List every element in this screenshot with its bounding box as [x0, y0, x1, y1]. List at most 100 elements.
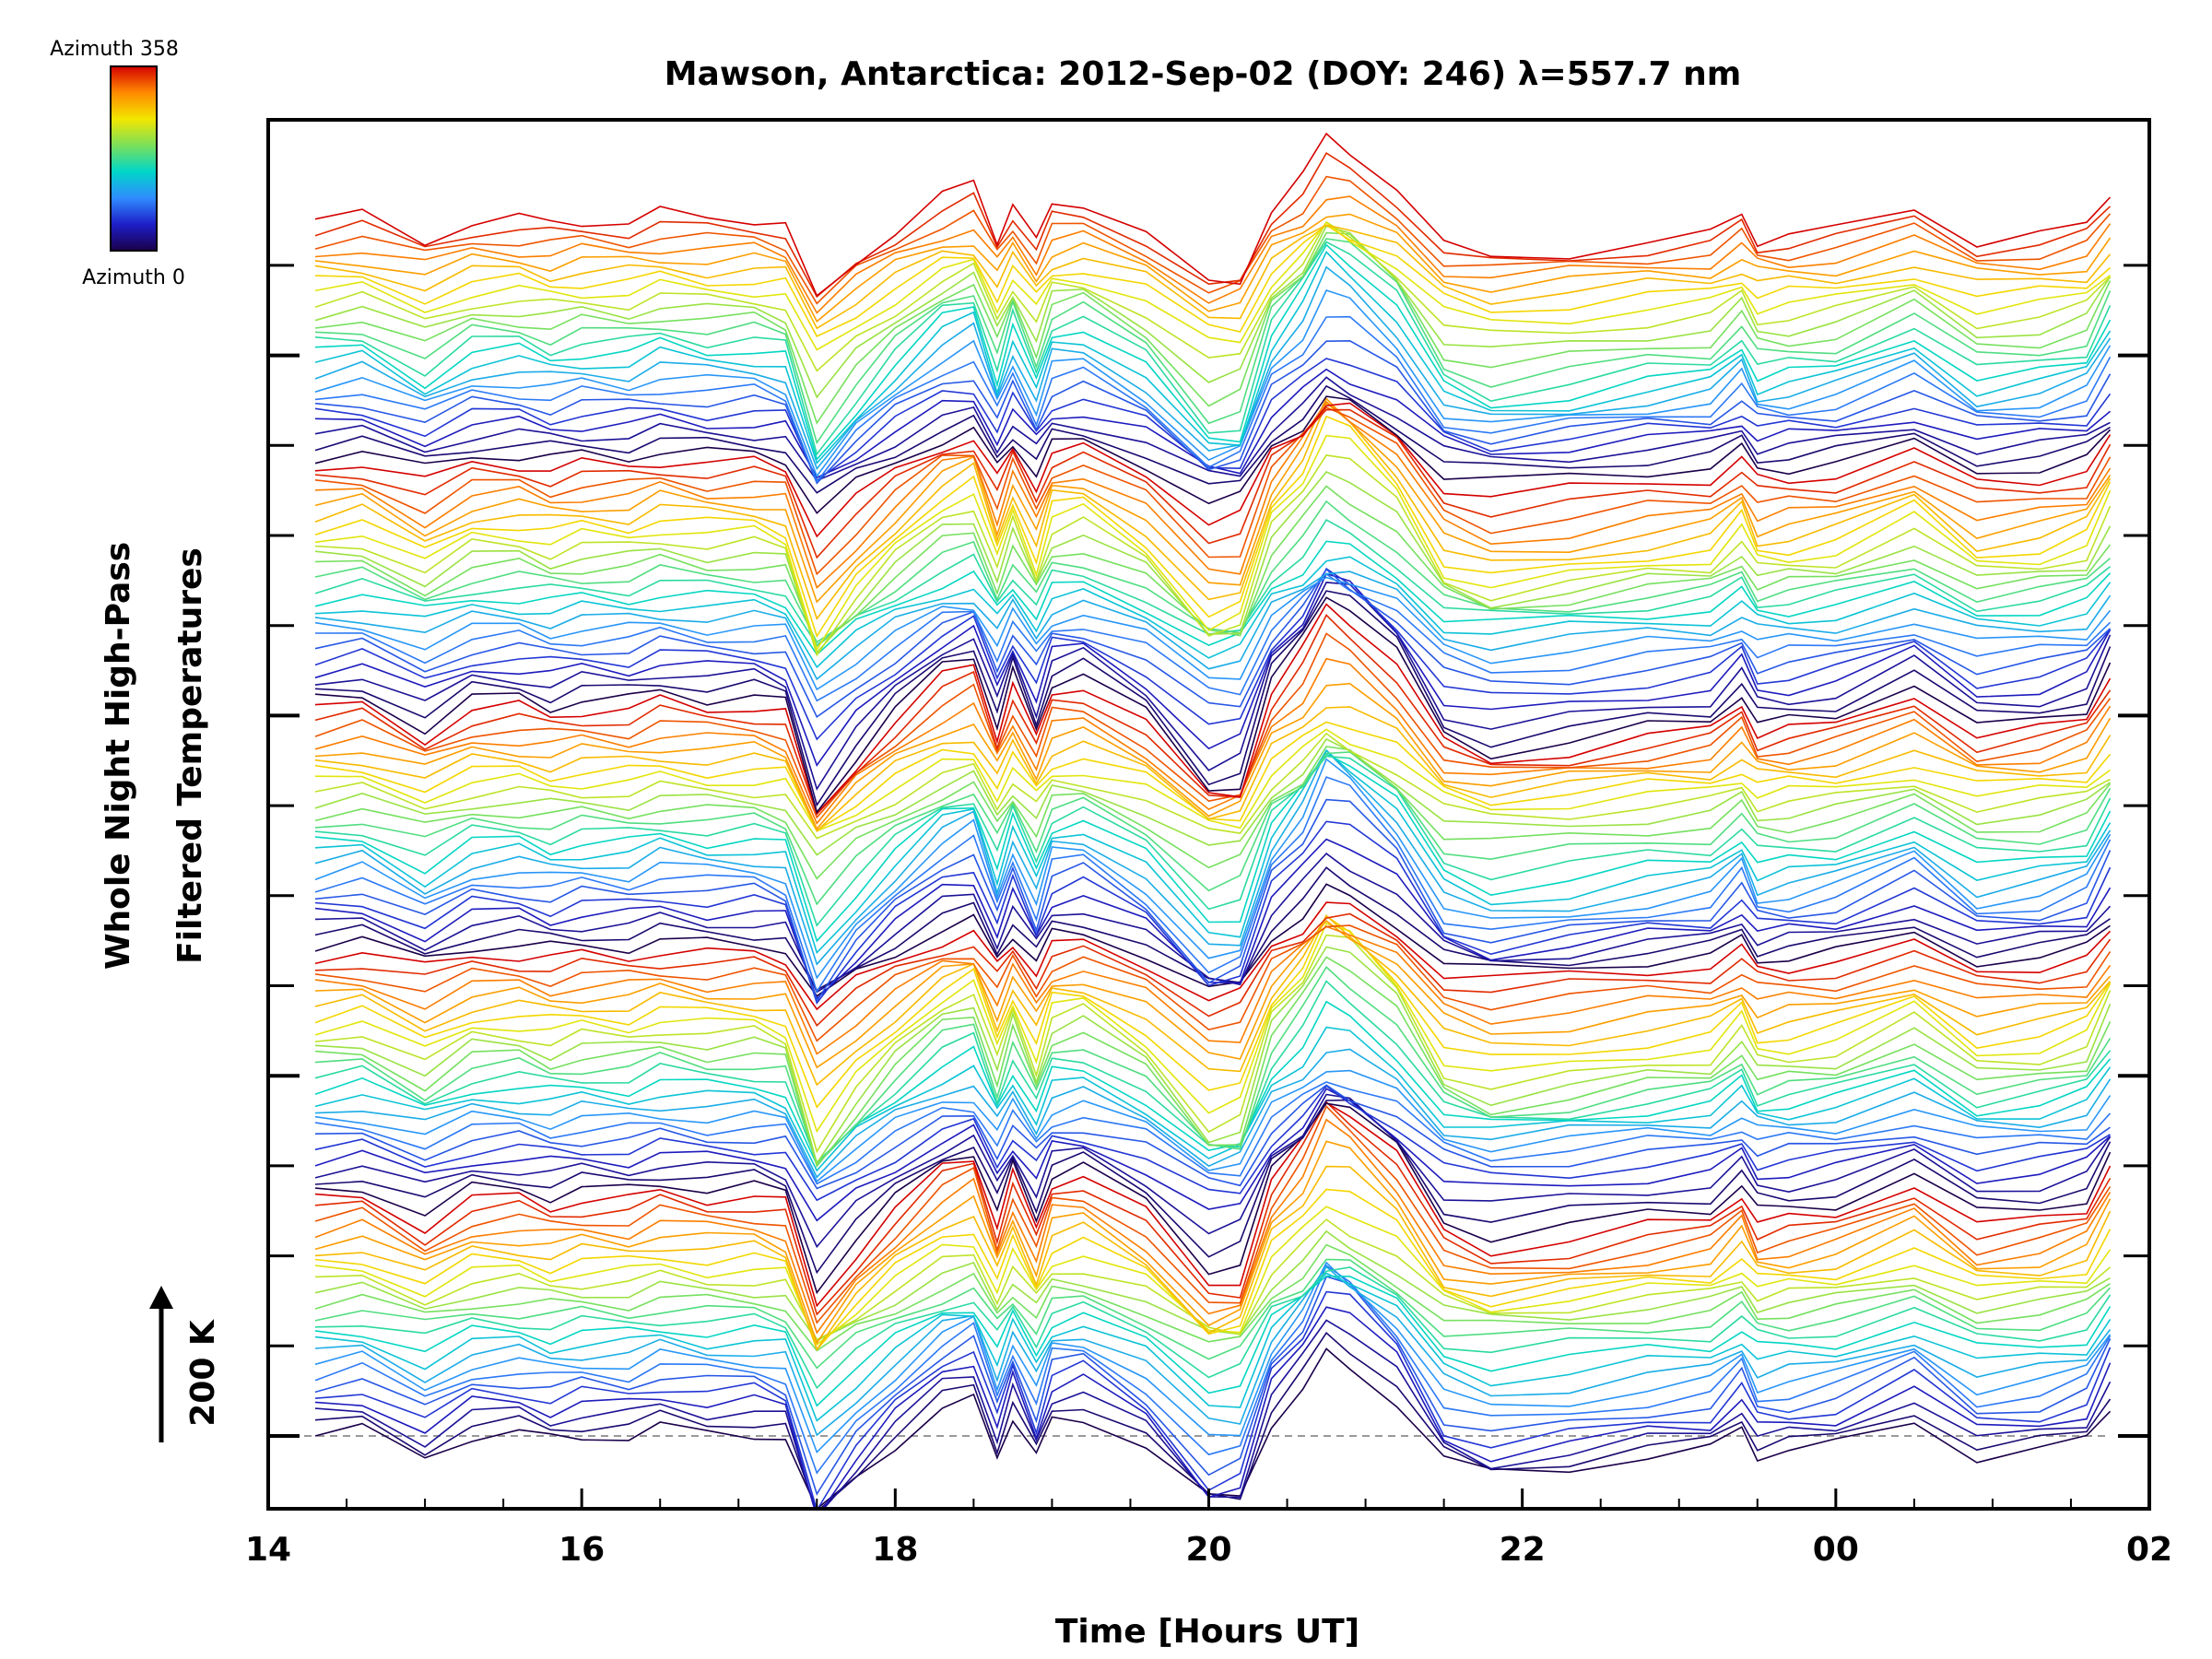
trace-line [314, 571, 2112, 681]
trace-line [314, 1084, 2111, 1190]
trace-line [314, 1206, 2112, 1347]
trace-line [314, 384, 2111, 494]
trace-line [314, 471, 2112, 654]
x-axis-label: Time [Hours UT] [1055, 1613, 1359, 1651]
trace-line [314, 251, 2112, 465]
trace-line [314, 1000, 2112, 1166]
x-tick-label: 16 [559, 1531, 605, 1569]
trace-line [314, 746, 2112, 880]
trace-line [314, 485, 2112, 648]
trace-line [314, 454, 2112, 657]
x-tick-label: 20 [1185, 1531, 1231, 1569]
trace-line [314, 632, 2112, 819]
trace-line [314, 682, 2112, 830]
trace-line [314, 376, 2111, 482]
trace-line [314, 866, 2111, 992]
trace-line [314, 1188, 2112, 1351]
trace-line [314, 500, 2112, 643]
trace-line [314, 1264, 2112, 1475]
trace-line [314, 1093, 2112, 1249]
trace-line [314, 596, 2112, 814]
trace-line [314, 1140, 2112, 1345]
trace-line [314, 406, 2112, 576]
trace-line [314, 241, 2112, 456]
trace-line [314, 883, 2111, 997]
trace-line [314, 1275, 2112, 1407]
trace-line [314, 402, 2112, 538]
trace-line [314, 946, 2112, 1166]
trace-line [314, 923, 2112, 1134]
trace-line [314, 614, 2112, 816]
colorbar-top-label: Azimuth 358 [50, 38, 179, 61]
trace-line [314, 540, 2112, 656]
trace-line [314, 408, 2112, 559]
trace-line [314, 358, 2112, 482]
trace-line [314, 1081, 2112, 1185]
trace-line [314, 1101, 2112, 1308]
trace-line [314, 434, 2112, 652]
trace-line [314, 1272, 2112, 1422]
trace-line [314, 572, 2112, 702]
trace-line [314, 748, 2112, 966]
trace-line [314, 751, 2112, 906]
trace-line [314, 925, 2112, 1055]
trace-line [314, 1026, 2112, 1172]
plot-area: 14 16 18 20 22 00 02 [245, 118, 2172, 1569]
trace-line [314, 956, 2112, 1169]
trace-line [314, 132, 2112, 298]
x-tick-label: 18 [872, 1531, 918, 1569]
trace-line [314, 289, 2112, 478]
trace-line [314, 224, 2112, 337]
trace-line [314, 1218, 2112, 1341]
trace-line [314, 1265, 2112, 1437]
trace-line [314, 1258, 2112, 1370]
trace-line [314, 1261, 2112, 1454]
trace-line [314, 195, 2112, 314]
x-tick-label: 00 [1813, 1531, 1859, 1569]
trace-line [314, 1290, 2112, 1509]
trace-line [314, 213, 2112, 324]
colorbar: Azimuth 358 Azimuth 0 [50, 38, 185, 289]
trace-line [314, 934, 2112, 1154]
trace-line [314, 657, 2112, 825]
trace-line [314, 721, 2112, 831]
scale-bar: 200 K [149, 1286, 222, 1442]
trace-line [314, 339, 2112, 485]
trace-line [314, 220, 2112, 372]
trace-line [314, 151, 2112, 299]
trace-line [314, 582, 2112, 791]
chart-title: Mawson, Antarctica: 2012-Sep-02 (DOY: 24… [665, 55, 1742, 93]
trace-line [314, 1099, 2112, 1275]
x-tick-label: 22 [1500, 1531, 1546, 1569]
traces-group [314, 132, 2112, 1509]
trace-line [314, 1165, 2112, 1351]
trace-line [314, 315, 2112, 484]
trace-line [314, 1069, 2112, 1183]
trace-line [314, 1276, 2112, 1496]
trace-line [314, 221, 2111, 351]
trace-line [314, 243, 2112, 461]
plot-frame [266, 118, 2151, 1511]
trace-line [314, 368, 2112, 479]
trace-line [314, 231, 2112, 425]
trace-line [314, 1266, 2112, 1390]
trace-line [314, 924, 2112, 1042]
trace-line [314, 853, 2112, 994]
scale-arrow-head [149, 1286, 173, 1309]
colorbar-gradient [110, 65, 158, 252]
trace-line [314, 572, 2112, 767]
trace-line [314, 737, 2111, 856]
trace-line [314, 1102, 2112, 1295]
trace-line [314, 820, 2112, 1005]
trace-line [314, 402, 2112, 620]
trace-line [314, 568, 2112, 718]
scale-bar-label: 200 K [184, 1319, 222, 1427]
trace-line [314, 914, 2112, 1087]
trace-line [314, 748, 2112, 955]
trace-line [314, 590, 2112, 807]
trace-line [314, 1230, 2111, 1342]
trace-line [314, 920, 2112, 1069]
trace-line [314, 224, 2112, 330]
trace-line [314, 901, 2112, 1011]
